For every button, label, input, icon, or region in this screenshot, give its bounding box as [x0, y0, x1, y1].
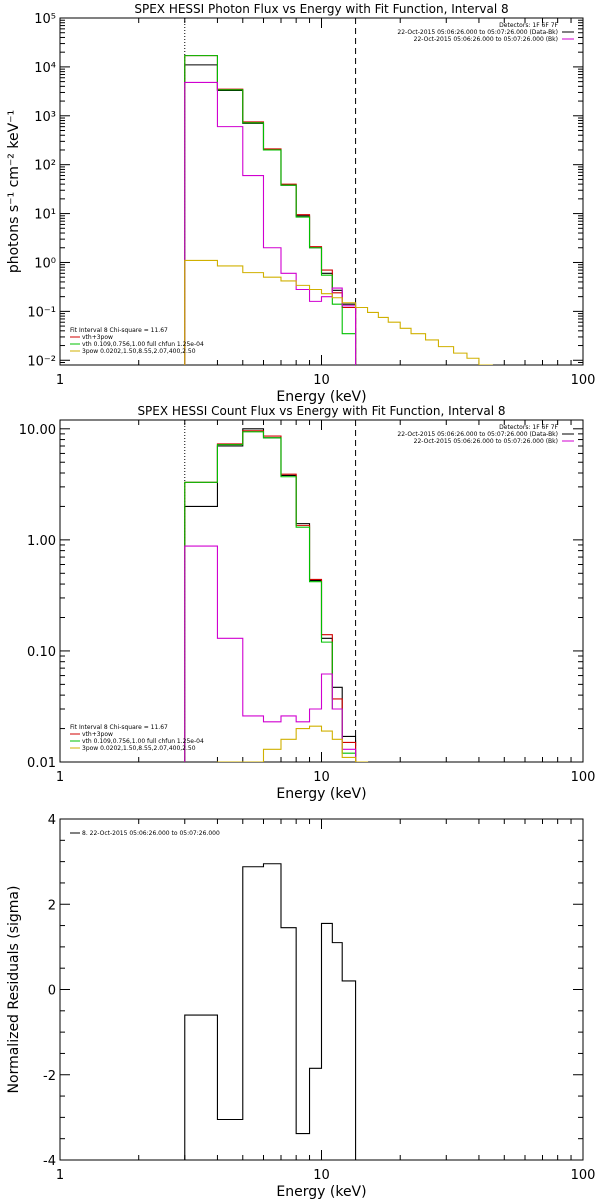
x-tick-label: 1 — [56, 373, 64, 388]
legend-entry: Fit Interval 8 Chi-square = 11.67 — [70, 724, 168, 731]
x-tick-label: 100 — [571, 770, 596, 785]
header-line: 22-Oct-2015 05:06:26.000 to 05:07:26.000… — [414, 438, 558, 445]
header-line: 22-Oct-2015 05:06:26.000 to 05:07:26.000… — [397, 29, 558, 36]
y-tick-label: 4 — [48, 813, 56, 828]
y-tick-label: 10² — [34, 159, 56, 174]
y-tick-label: 10⁻¹ — [27, 305, 56, 320]
series-histogram-3 — [184, 545, 357, 762]
legend-entry: 3pow 0.0202,1.50,8.55,2.07,400,2.50 — [82, 745, 196, 752]
y-tick-label: -2 — [43, 1069, 56, 1084]
y-tick-label: 10⁻² — [27, 354, 56, 369]
x-axis-label: Energy (keV) — [276, 786, 366, 802]
y-tick-label: 10³ — [34, 110, 56, 125]
y-tick-label: 0.01 — [27, 756, 56, 771]
chart-title: SPEX HESSI Count Flux vs Energy with Fit… — [137, 404, 505, 418]
y-tick-label: 10¹ — [34, 208, 56, 223]
legend-entry: vth+3pow — [82, 334, 113, 341]
x-axis-label: Energy (keV) — [276, 389, 366, 405]
legend-entry: vth 0.109,0.756,1.00 full chfun 1.25e-04 — [82, 341, 204, 348]
x-tick-label: 1 — [56, 1168, 64, 1183]
series-histogram-4 — [216, 725, 369, 762]
x-tick-label: 100 — [571, 373, 596, 388]
legend-entry: Fit Interval 8 Chi-square = 11.67 — [70, 327, 168, 334]
y-tick-label: 0.10 — [27, 645, 56, 660]
y-tick-label: 10⁵ — [34, 12, 56, 27]
series-histogram-4 — [184, 259, 493, 365]
header-line: 22-Oct-2015 05:06:26.000 to 05:07:26.000… — [414, 36, 558, 43]
y-tick-label: -4 — [43, 1154, 56, 1169]
y-tick-label: 2 — [48, 898, 56, 913]
legend-entry: 8. 22-Oct-2015 05:06:26.000 to 05:07:26.… — [82, 830, 220, 837]
y-tick-label: 10⁴ — [34, 61, 56, 76]
count-flux-panel: SPEX HESSI Count Flux vs Energy with Fit… — [19, 404, 596, 802]
legend-entry: vth 0.109,0.756,1.00 full chfun 1.25e-04 — [82, 738, 204, 745]
x-tick-label: 10 — [313, 373, 330, 388]
y-tick-label: 10.00 — [19, 423, 56, 438]
x-tick-label: 10 — [313, 770, 330, 785]
chart-title: SPEX HESSI Photon Flux vs Energy with Fi… — [134, 2, 508, 16]
y-axis-label: Normalized Residuals (sigma) — [6, 886, 22, 1094]
series-histogram-2 — [184, 55, 357, 365]
residuals-panel: 1 10 100 Energy (keV) -4 -2 0 2 4 Normalized Resi… — [6, 813, 595, 1200]
header-line: Detectors: 1F 6F 7F — [499, 22, 558, 29]
x-tick-label: 1 — [56, 770, 64, 785]
y-tick-label: 10⁰ — [34, 256, 56, 271]
legend-entry: vth+3pow — [82, 731, 113, 738]
x-axis-label: Energy (keV) — [276, 1184, 366, 1200]
y-tick-label: 1.00 — [27, 534, 56, 549]
series-histogram-0 — [184, 863, 357, 1160]
x-tick-label: 100 — [571, 1168, 596, 1183]
legend-entry: 3pow 0.0202,1.50,8.55,2.07,400,2.50 — [82, 348, 196, 355]
y-tick-label: 0 — [48, 984, 56, 999]
y-axis-label: photons s⁻¹ cm⁻² keV⁻¹ — [6, 110, 22, 273]
header-line: Detectors: 1F 6F 7F — [499, 424, 558, 431]
x-tick-label: 10 — [313, 1168, 330, 1183]
header-line: 22-Oct-2015 05:06:26.000 to 05:07:26.000… — [397, 431, 558, 438]
photon-flux-panel: SPEX HESSI Photon Flux vs Energy with Fi… — [6, 2, 595, 405]
